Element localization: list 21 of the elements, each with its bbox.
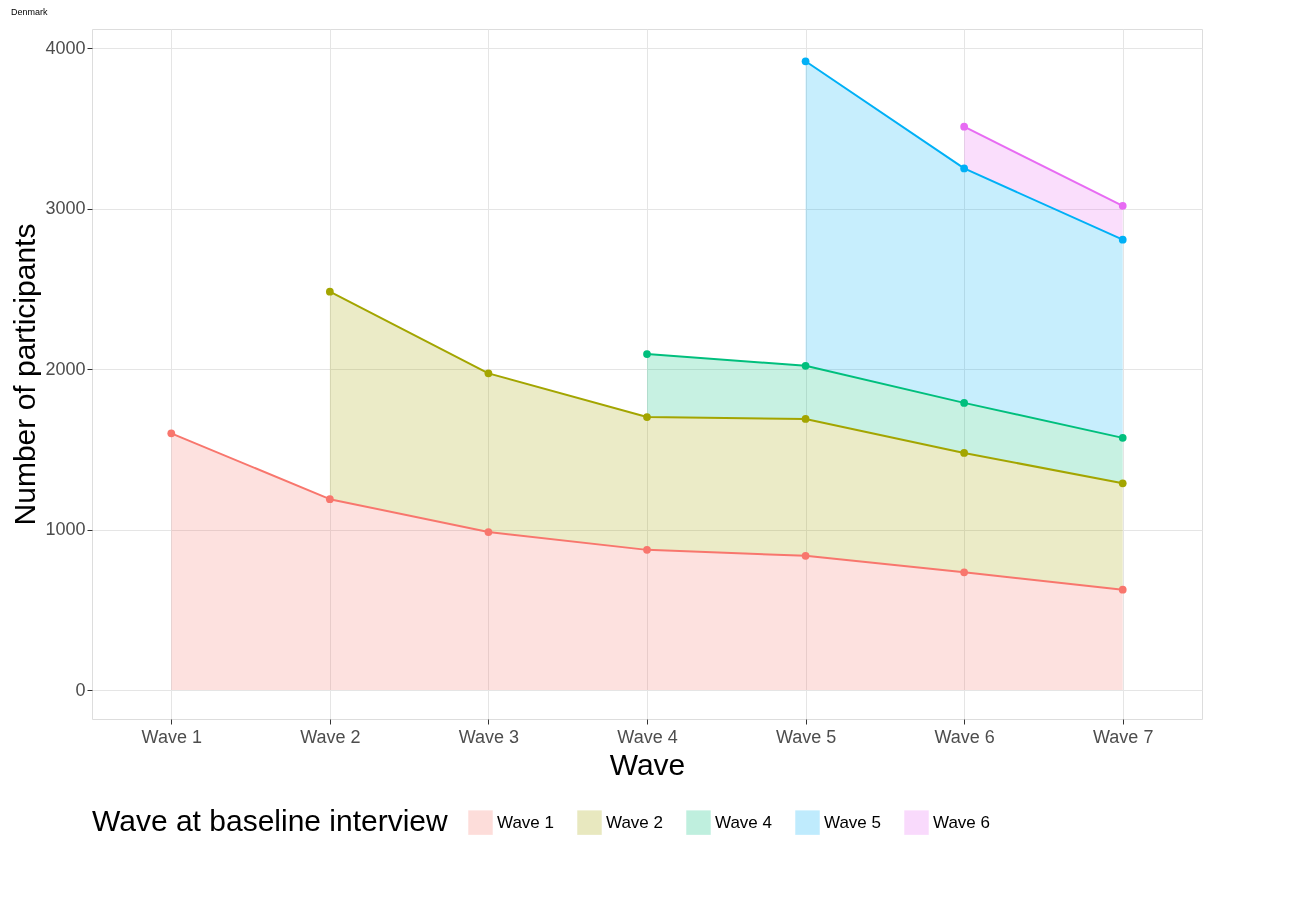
- legend-title: Wave at baseline interview: [92, 804, 449, 837]
- chart-title: Denmark: [10, 7, 48, 17]
- y-tick-label: 2000: [45, 358, 86, 379]
- x-tick-label: Wave 5: [775, 726, 837, 747]
- y-tick-label: 1000: [45, 519, 86, 540]
- legend-label: Wave 2: [606, 812, 664, 832]
- x-tick-label: Wave 7: [1093, 726, 1154, 747]
- y-tick-label: 0: [75, 679, 86, 700]
- y-tick-label: 4000: [45, 37, 86, 58]
- x-tick-label: Wave 3: [458, 726, 520, 747]
- x-tick-label: Wave 1: [141, 726, 202, 747]
- legend-label: Wave 4: [715, 812, 773, 832]
- x-tick-label: Wave 4: [617, 726, 678, 747]
- legend-label: Wave 1: [497, 812, 555, 832]
- y-axis-title: Number of participants: [8, 223, 42, 526]
- y-tick-label: 3000: [45, 198, 86, 219]
- x-tick-label: Wave 6: [934, 726, 995, 747]
- legend-label: Wave 5: [824, 812, 882, 832]
- legend-label: Wave 6: [933, 812, 991, 832]
- x-axis-title: Wave: [609, 747, 686, 781]
- x-tick-label: Wave 2: [300, 726, 361, 747]
